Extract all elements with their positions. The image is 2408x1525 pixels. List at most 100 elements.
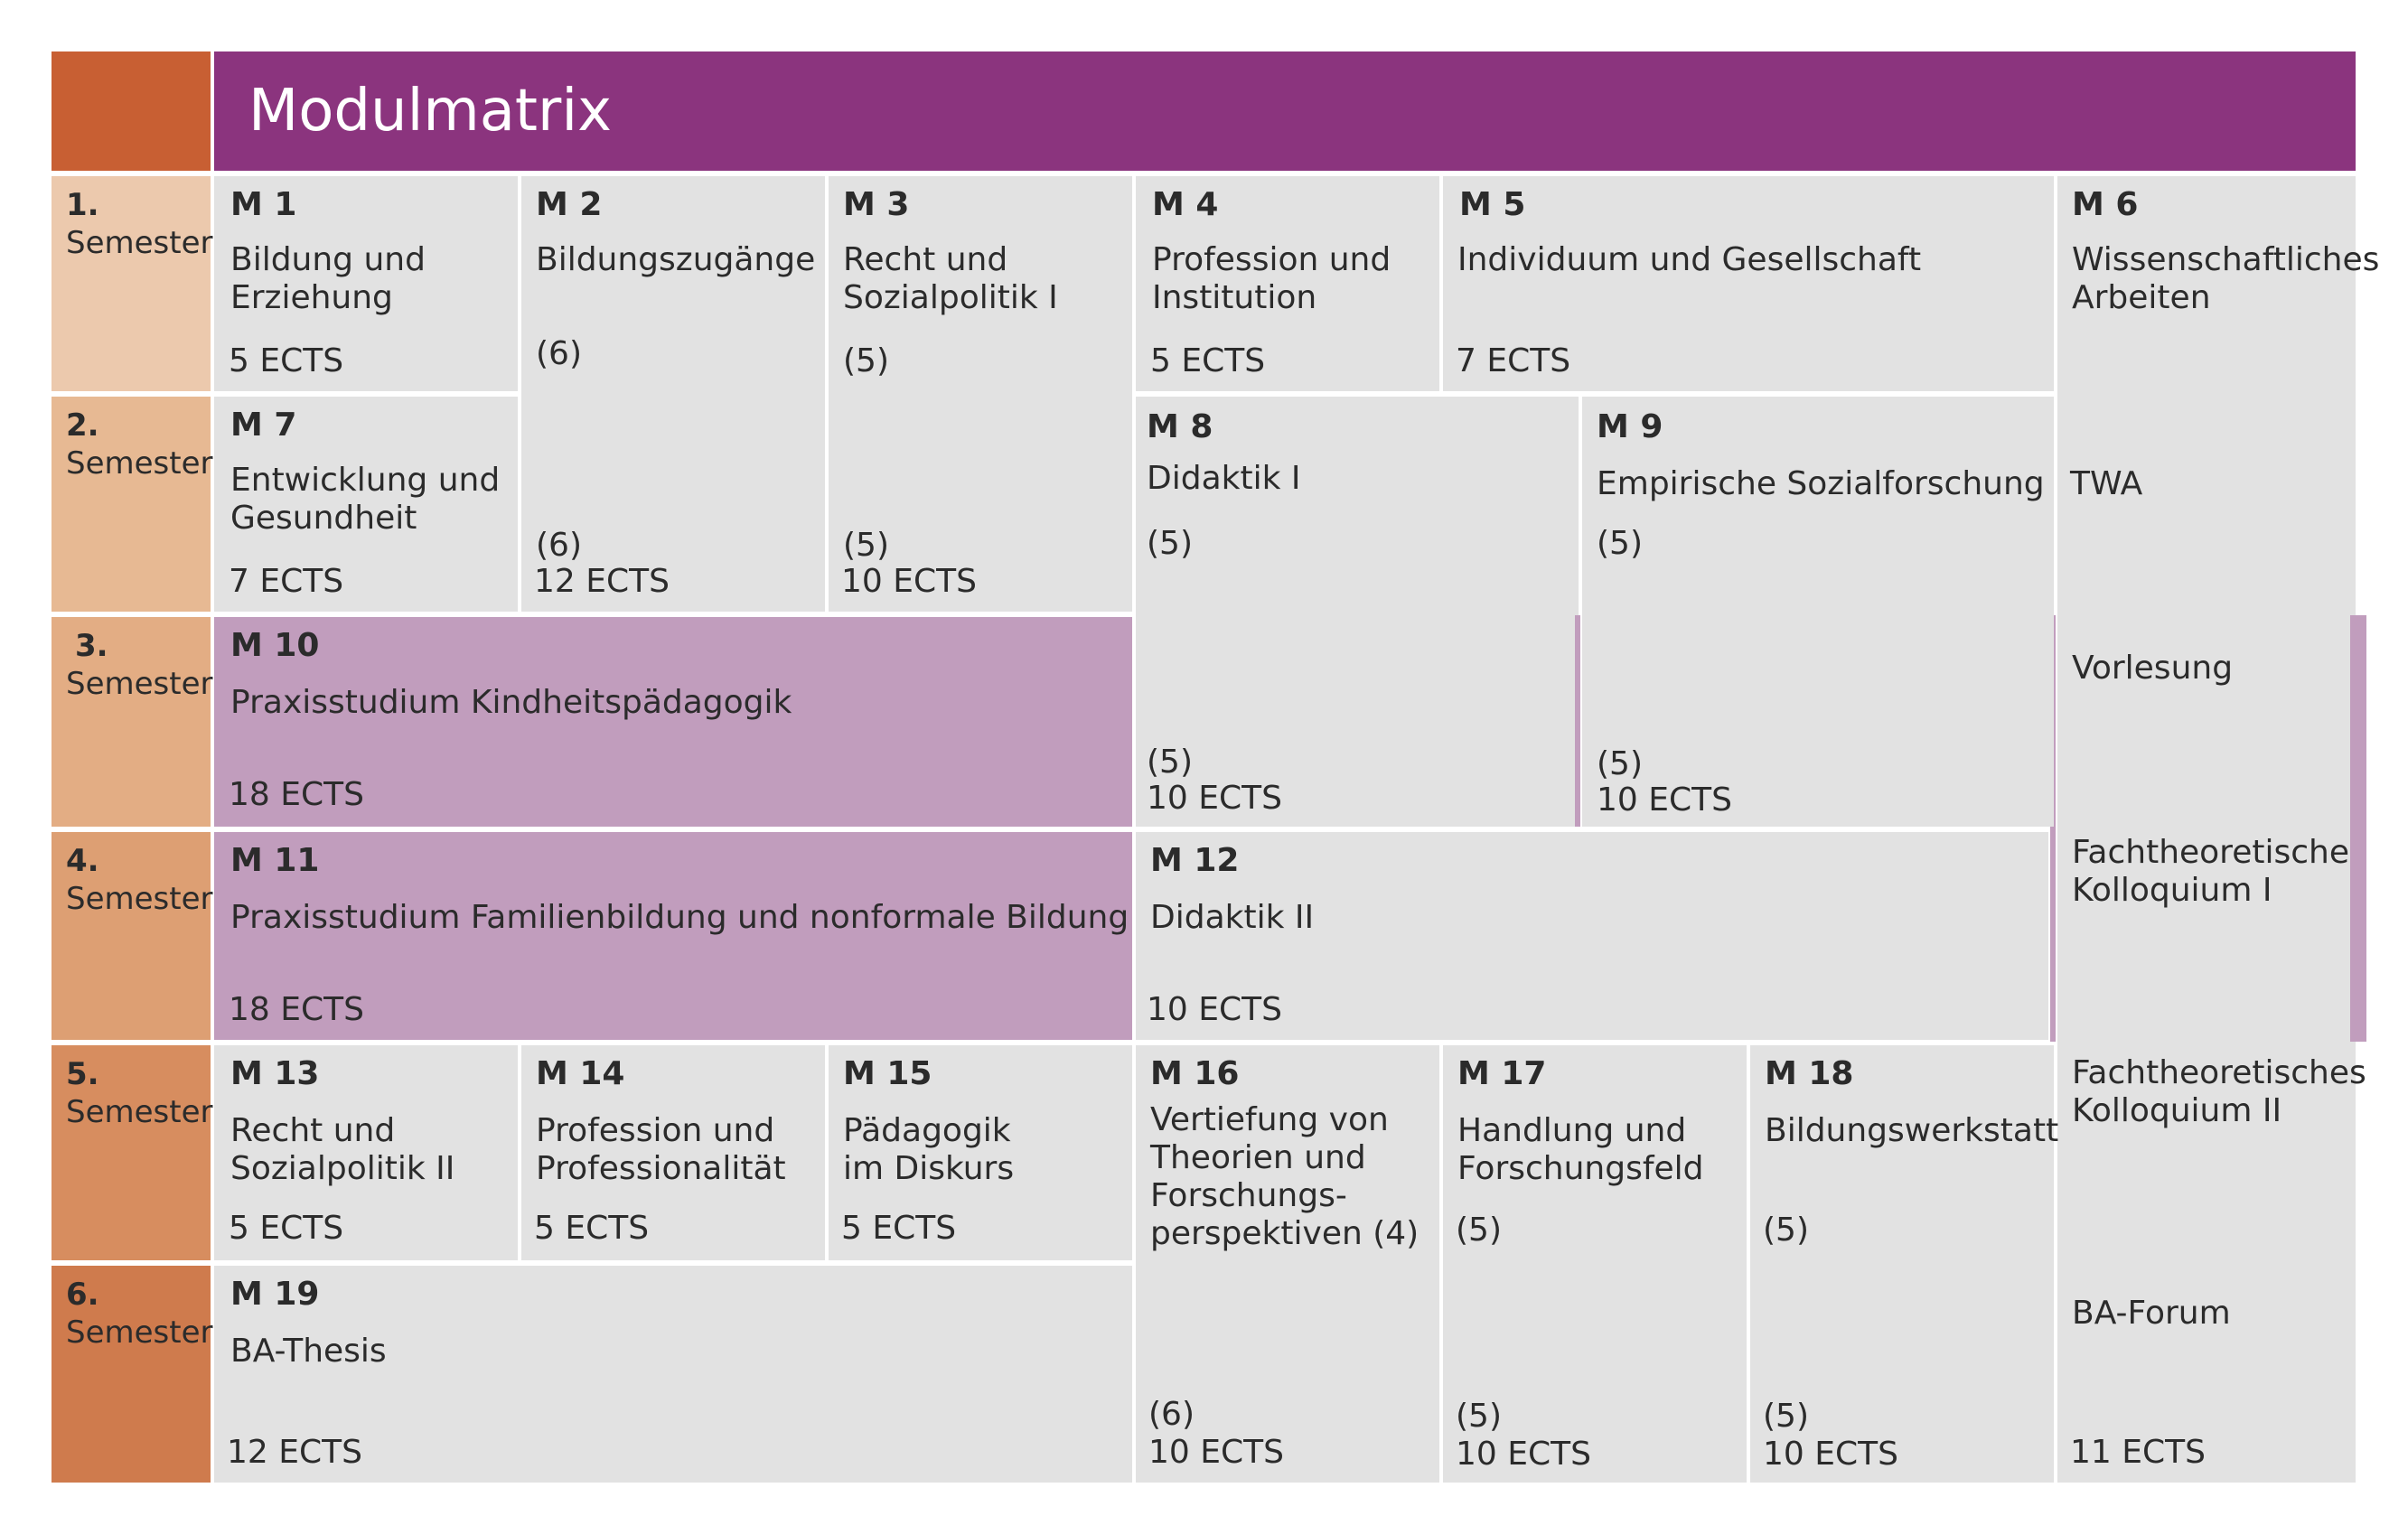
module-ects: 5 ECTS [841, 1210, 957, 1247]
module-m8: M 8 Didaktik I (5) (5) 10 ECTS [1136, 397, 1579, 827]
module-name: Empirische Sozialforschung [1597, 465, 2045, 502]
header-corner [52, 51, 211, 171]
module-code: M 10 [230, 627, 320, 664]
module-name: Praxisstudium Kindheitspädagogik [230, 684, 792, 721]
module-code: M 14 [536, 1055, 625, 1092]
module-code: M 4 [1152, 186, 1219, 223]
module-m2: M 2 Bildungszugänge (6) (6) 12 ECTS [521, 176, 825, 612]
module-part-sem5: (5) [1763, 1212, 1809, 1249]
semester-label: Semester [66, 666, 213, 702]
semester-label: Semester [66, 225, 213, 261]
module-ects: 12 ECTS [534, 563, 670, 600]
module-name: Praxisstudium Familienbildung und nonfor… [230, 899, 1129, 936]
semester-label: Semester [66, 881, 213, 917]
module-ects: 10 ECTS [1763, 1436, 1898, 1473]
module-code: M 12 [1150, 842, 1240, 879]
module-name: Bildungswerkstatt [1765, 1112, 2059, 1149]
module-part-sem1: (6) [536, 335, 582, 372]
module-name: Profession und Institution [1152, 241, 1391, 316]
module-code: M 6 [2072, 186, 2139, 223]
module-m5: M 5 Individuum und Gesellschaft 7 ECTS [1443, 176, 2054, 391]
module-part-sem2: (5) [843, 527, 889, 564]
m6-practice-stripe-right [2350, 615, 2366, 1042]
semester-2: 2. Semester [52, 397, 213, 612]
module-name: Bildung und Erziehung [230, 241, 426, 316]
semester-label: Semester [66, 445, 213, 482]
module-m10: M 10 Praxisstudium Kindheitspädagogik 18… [214, 617, 1132, 827]
module-m19: M 19 BA-Thesis 12 ECTS [214, 1266, 1132, 1483]
semester-number: 1. [66, 187, 99, 223]
module-code: M 13 [230, 1055, 320, 1092]
module-code: M 2 [536, 186, 603, 223]
module-part-twa: TWA [2070, 465, 2143, 502]
module-name: Recht und Sozialpolitik I [843, 241, 1058, 316]
semester-1: 1. Semester [52, 176, 213, 391]
module-m4: M 4 Profession und Institution 5 ECTS [1136, 176, 1439, 391]
module-m1: M 1 Bildung und Erziehung 5 ECTS [214, 176, 518, 391]
module-name: Handlung und Forschungsfeld [1457, 1112, 1704, 1187]
module-code: M 7 [230, 407, 297, 444]
module-m11: M 11 Praxisstudium Familienbildung und n… [214, 832, 1132, 1040]
module-name: Vertiefung von Theorien und Forschungs- … [1150, 1101, 1420, 1252]
m6-practice-stripe-left [2050, 615, 2056, 1042]
module-ects: 12 ECTS [227, 1434, 362, 1471]
module-m12: M 12 Didaktik II 10 ECTS [1136, 832, 2048, 1040]
semester-4: 4. Semester [52, 832, 213, 1040]
module-code: M 19 [230, 1276, 320, 1313]
module-part-sem5: (5) [1456, 1212, 1502, 1249]
module-code: M 1 [230, 186, 297, 223]
module-ects: 10 ECTS [1148, 1434, 1284, 1471]
module-part-sem2: (6) [536, 527, 582, 564]
module-ects: 11 ECTS [2070, 1434, 2206, 1471]
module-name: BA-Thesis [230, 1333, 387, 1370]
module-name: Entwicklung und Gesundheit [230, 462, 501, 537]
module-name: Wissenschaftliches Arbeiten [2072, 241, 2380, 316]
module-ects: 5 ECTS [229, 342, 344, 379]
module-part-sem2: (5) [1597, 525, 1643, 562]
module-part-sem2: (5) [1147, 525, 1193, 562]
module-name: Didaktik I [1147, 460, 1301, 497]
semester-number: 6. [66, 1277, 99, 1313]
module-m3: M 3 Recht und Sozialpolitik I (5) (5) 10… [829, 176, 1132, 612]
module-m9: M 9 Empirische Sozialforschung (5) (5) 1… [1582, 397, 2054, 827]
module-part-sem6: (5) [1456, 1398, 1502, 1435]
module-m15: M 15 Pädagogik im Diskurs 5 ECTS [829, 1045, 1132, 1260]
module-code: M 18 [1765, 1055, 1854, 1092]
module-ects: 5 ECTS [1150, 342, 1266, 379]
semester-3: 3. Semester [52, 617, 213, 827]
semester-5: 5. Semester [52, 1045, 213, 1260]
module-part-kolloquium-2: Fachtheoretisches Kolloquium II [2072, 1054, 2366, 1129]
module-name: Didaktik II [1150, 899, 1315, 936]
module-code: M 15 [843, 1055, 932, 1092]
module-ects: 10 ECTS [841, 563, 977, 600]
semester-6: 6. Semester [52, 1266, 213, 1483]
semester-label: Semester [66, 1094, 213, 1130]
module-ects: 10 ECTS [1456, 1436, 1591, 1473]
module-name: Recht und Sozialpolitik II [230, 1112, 455, 1187]
module-part-sem1: (5) [843, 342, 889, 379]
module-ects: 7 ECTS [1456, 342, 1571, 379]
module-m13: M 13 Recht und Sozialpolitik II 5 ECTS [214, 1045, 518, 1260]
module-ects: 18 ECTS [229, 991, 364, 1028]
module-ects: 7 ECTS [229, 563, 344, 600]
module-m14: M 14 Profession und Professionalität 5 E… [521, 1045, 825, 1260]
module-part-sem6: (5) [1763, 1398, 1809, 1435]
module-code: M 5 [1459, 186, 1526, 223]
module-ects: 10 ECTS [1147, 780, 1282, 817]
page-title: Modulmatrix [214, 51, 2356, 171]
module-part-sem3: (5) [1147, 744, 1193, 781]
module-part-ba-forum: BA-Forum [2072, 1295, 2231, 1332]
semester-number: 2. [66, 407, 99, 444]
module-m17: M 17 Handlung und Forschungsfeld (5) (5)… [1443, 1045, 1747, 1483]
semester-label: Semester [66, 1314, 213, 1351]
module-m18: M 18 Bildungswerkstatt (5) (5) 10 ECTS [1750, 1045, 2058, 1483]
module-code: M 16 [1150, 1055, 1240, 1092]
module-code: M 8 [1147, 408, 1213, 445]
module-name: Profession und Professionalität [536, 1112, 786, 1187]
module-m7: M 7 Entwicklung und Gesundheit 7 ECTS [214, 397, 518, 612]
m9-practice-stripe [1575, 615, 1580, 827]
module-name: Individuum und Gesellschaft [1457, 241, 1922, 278]
module-code: M 11 [230, 842, 320, 879]
module-part-sem6: (6) [1148, 1396, 1195, 1433]
module-m16: M 16 Vertiefung von Theorien und Forschu… [1136, 1045, 1439, 1483]
